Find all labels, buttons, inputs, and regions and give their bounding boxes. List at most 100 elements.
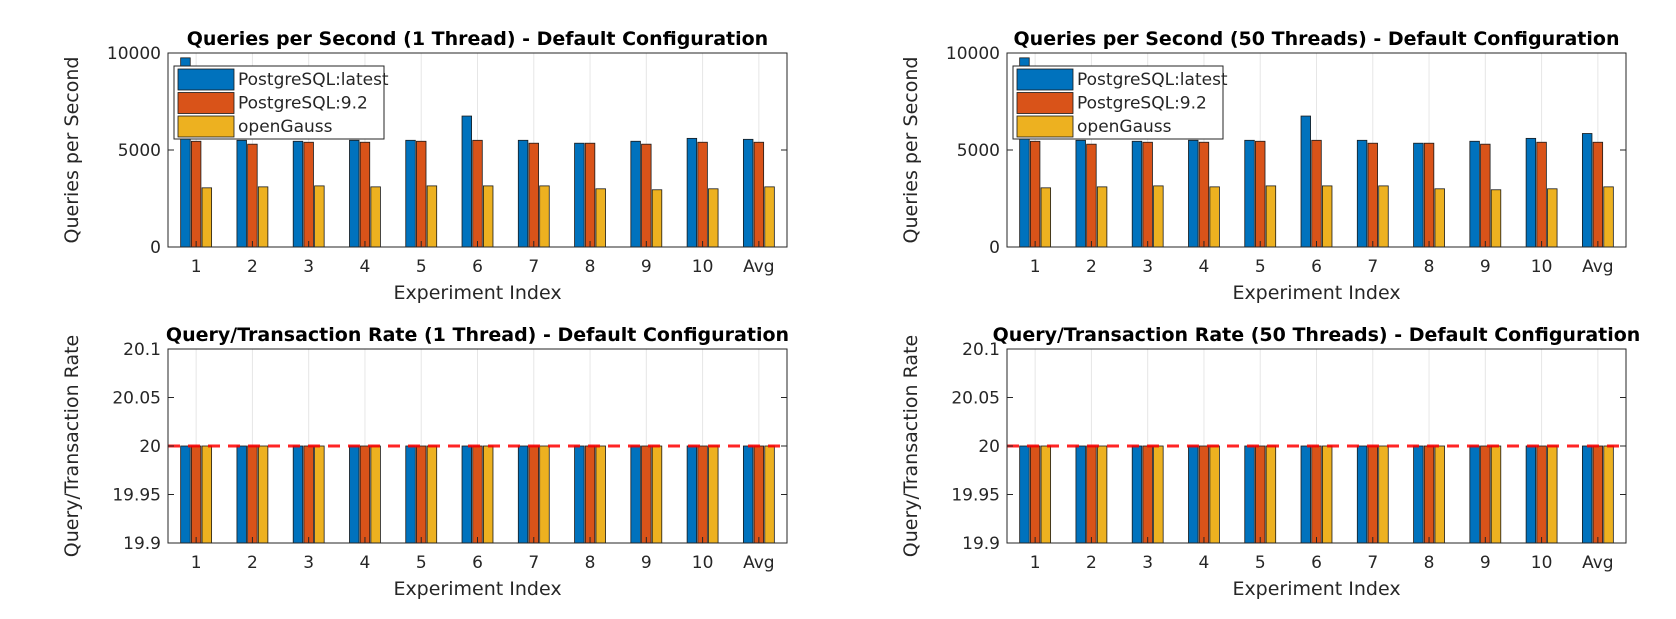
bar-3-2 (257, 445, 269, 544)
x-tick-label: 6 (1311, 553, 1322, 573)
bar-3-6 (483, 445, 494, 544)
y-tick-label: 5000 (957, 141, 1000, 161)
x-tick-label: 5 (416, 553, 427, 573)
bar-3-1 (1040, 445, 1052, 544)
x-tick-label: 3 (1142, 553, 1153, 573)
bar-3-10 (708, 188, 719, 248)
y-tick-label: 0 (150, 238, 161, 258)
legend-label: PostgreSQL:9.2 (1077, 94, 1207, 114)
bar-1-5 (1244, 445, 1255, 544)
x-axis-label: Experiment Index (1232, 578, 1400, 600)
bar-3-9 (651, 189, 663, 248)
x-tick-label: 6 (1311, 257, 1322, 277)
bar-3-9 (651, 445, 663, 544)
bar-1-11 (1581, 445, 1593, 544)
x-tick-label: 6 (472, 553, 483, 573)
y-axis-label: Query/Transaction Rate (61, 335, 83, 557)
y-axis-label: Queries per Second (900, 57, 922, 244)
x-tick-label: 10 (1531, 553, 1553, 573)
bar-2-2 (1086, 143, 1097, 248)
chart-title: Query/Transaction Rate (1 Thread) - Defa… (166, 324, 789, 346)
bar-3-4 (1209, 445, 1220, 544)
bar-1-3 (1131, 445, 1143, 544)
bar-2-2 (1086, 445, 1097, 544)
x-tick-label: 4 (360, 553, 371, 573)
bar-1-5 (405, 139, 416, 248)
bar-3-11 (1603, 186, 1614, 248)
x-axis-label: Experiment Index (1232, 282, 1400, 304)
bar-3-3 (314, 185, 325, 248)
bar-3-4 (370, 445, 381, 544)
y-axis-label: Queries per Second (61, 57, 83, 244)
bar-1-10 (686, 445, 698, 544)
legend-label: PostgreSQL:9.2 (238, 94, 368, 114)
bar-3-6 (1322, 185, 1333, 248)
bar-1-11 (742, 138, 754, 248)
legend-label: openGauss (1077, 117, 1172, 137)
chart-title: Query/Transaction Rate (50 Threads) - De… (993, 324, 1641, 346)
x-tick-label: 9 (1480, 257, 1491, 277)
bar-2-1 (190, 140, 202, 248)
bar-3-4 (370, 186, 381, 248)
y-tick-label: 19.9 (962, 534, 1000, 554)
bar-3-5 (426, 445, 438, 544)
x-tick-label: 4 (1199, 553, 1210, 573)
bar-1-10 (1525, 137, 1537, 248)
legend-label: openGauss (238, 117, 333, 137)
legend-swatch (1016, 115, 1074, 138)
y-tick-label: 10000 (946, 44, 1000, 64)
bar-2-10 (697, 445, 708, 544)
chart-panel-3: 19.9 19.95 20 20.05 20.1 1 2 3 4 5 6 7 8 9 10 Avg Query/… (61, 324, 789, 600)
bar-3-10 (1547, 188, 1558, 248)
bar-2-6 (472, 139, 483, 248)
y-tick-label: 10000 (107, 44, 161, 64)
bar-3-10 (1547, 445, 1558, 544)
x-tick-label: 1 (191, 553, 202, 573)
x-tick-label: 6 (472, 257, 483, 277)
bar-2-4 (359, 141, 371, 248)
bar-1-10 (686, 137, 698, 248)
bar-1-2 (236, 139, 247, 248)
bar-2-2 (247, 143, 258, 248)
bar-2-9 (1480, 445, 1491, 544)
legend-label: PostgreSQL:latest (1077, 70, 1228, 90)
bar-1-6 (1300, 445, 1311, 544)
bar-3-1 (1040, 187, 1052, 248)
y-tick-label: 19.95 (112, 486, 161, 506)
bar-3-2 (1096, 186, 1108, 248)
bar-3-7 (539, 445, 550, 544)
bar-2-6 (1311, 139, 1322, 248)
legend-swatch (1016, 92, 1074, 114)
bar-2-1 (190, 445, 202, 544)
bar-2-6 (472, 445, 483, 544)
bar-1-9 (1469, 140, 1480, 248)
legend-swatch (177, 115, 235, 138)
bar-3-8 (595, 188, 606, 248)
bar-1-3 (292, 140, 304, 248)
bar-3-8 (1434, 445, 1445, 544)
bar-3-11 (764, 186, 775, 248)
y-tick-label: 20.1 (962, 340, 1000, 360)
bar-1-6 (1300, 115, 1311, 248)
bar-1-9 (630, 445, 641, 544)
bar-3-1 (201, 187, 213, 248)
x-tick-label: 8 (585, 553, 596, 573)
x-tick-label: 5 (1255, 553, 1266, 573)
chart-title: Queries per Second (1 Thread) - Default … (187, 28, 768, 50)
x-tick-label: 5 (416, 257, 427, 277)
legend-swatch (177, 92, 235, 114)
x-tick-label: Avg (1582, 553, 1614, 573)
bar-3-6 (483, 185, 494, 248)
x-tick-label: 9 (1480, 553, 1491, 573)
bar-3-7 (539, 185, 550, 248)
bar-2-4 (1198, 445, 1210, 544)
bar-2-11 (753, 445, 765, 544)
x-tick-label: 7 (1367, 553, 1378, 573)
x-tick-label: Avg (743, 257, 775, 277)
bar-1-2 (1075, 139, 1086, 248)
bar-1-11 (1581, 133, 1593, 248)
bar-1-5 (1244, 139, 1255, 248)
x-tick-label: Avg (743, 553, 775, 573)
